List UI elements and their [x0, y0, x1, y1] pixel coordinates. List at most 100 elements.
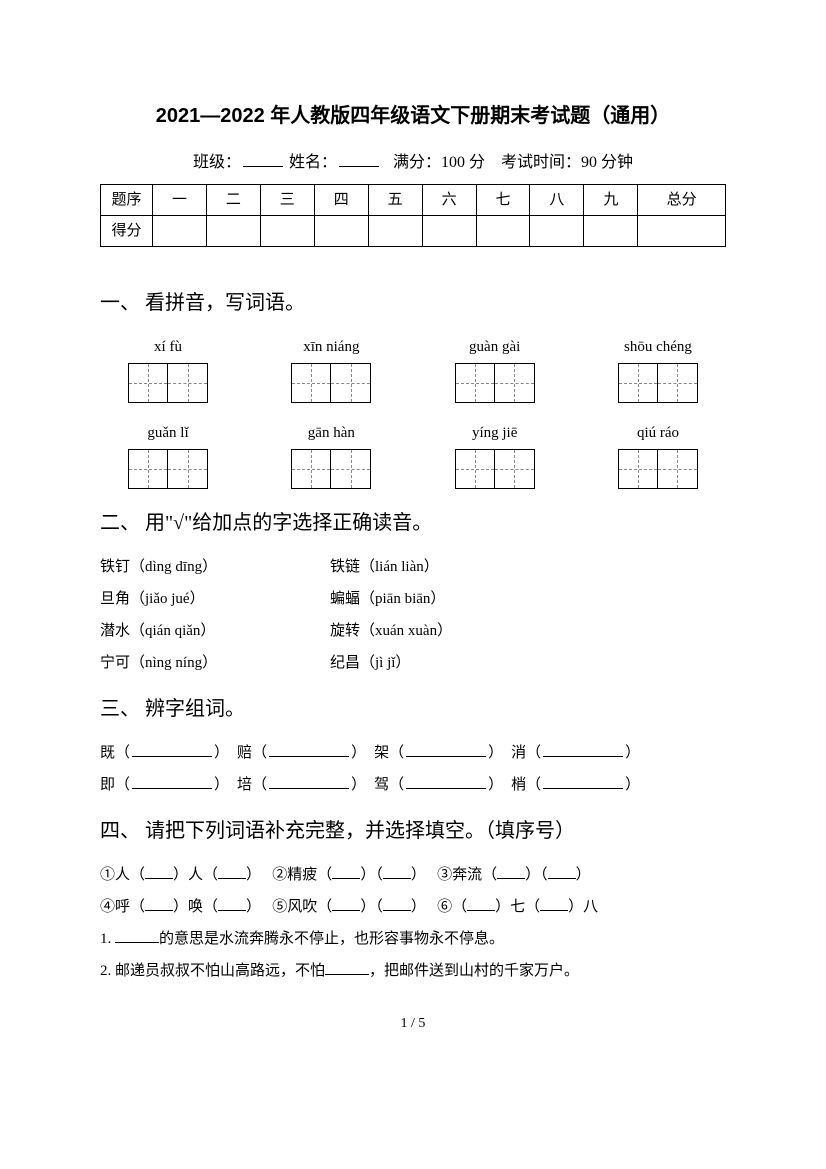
pinyin: gān hàn	[271, 421, 391, 445]
q3-blank[interactable]	[269, 773, 349, 789]
q1-heading: 一、 看拼音，写词语。	[100, 287, 726, 319]
cell: 八	[530, 184, 584, 215]
cell[interactable]	[260, 215, 314, 246]
q3-char: 既	[100, 741, 115, 765]
char-box[interactable]	[291, 363, 331, 403]
table-row: 得分	[101, 215, 726, 246]
blank[interactable]	[115, 929, 159, 943]
blank[interactable]	[383, 865, 411, 879]
cell: 三	[260, 184, 314, 215]
cell[interactable]	[422, 215, 476, 246]
q3-row: 即（） 培（） 驾（） 梢（）	[100, 773, 726, 797]
cell: 六	[422, 184, 476, 215]
blank[interactable]	[332, 897, 360, 911]
q3-char: 培	[237, 773, 252, 797]
q3-char: 赔	[237, 741, 252, 765]
cell: 得分	[101, 215, 153, 246]
q3-char: 消	[511, 741, 526, 765]
time-label: 考试时间：90 分钟	[501, 154, 633, 171]
pinyin: xīn niáng	[271, 335, 391, 359]
q4-line1: ①人（）人（） ②精疲（）（） ③奔流（）（）	[100, 863, 726, 887]
cell[interactable]	[314, 215, 368, 246]
cell: 九	[584, 184, 638, 215]
txt: ）	[246, 899, 261, 915]
blank[interactable]	[145, 897, 173, 911]
q3-blank[interactable]	[406, 773, 486, 789]
blank[interactable]	[218, 897, 246, 911]
q2-item: 宁可（nìng níng）	[100, 651, 330, 675]
char-box[interactable]	[168, 363, 208, 403]
cell: 一	[153, 184, 207, 215]
char-box[interactable]	[331, 449, 371, 489]
txt: ）（	[525, 867, 548, 883]
q3-blank[interactable]	[406, 741, 486, 757]
txt: ⑤风吹（	[272, 899, 332, 915]
cell: 总分	[638, 184, 726, 215]
blank[interactable]	[218, 865, 246, 879]
q4-heading: 四、 请把下列词语补充完整，并选择填空。（填序号）	[100, 815, 726, 847]
q3-blank[interactable]	[269, 741, 349, 757]
q3-char: 即	[100, 773, 115, 797]
txt: ②精疲（	[272, 867, 332, 883]
blank[interactable]	[467, 897, 495, 911]
blank[interactable]	[548, 865, 576, 879]
char-box[interactable]	[455, 449, 495, 489]
cell[interactable]	[206, 215, 260, 246]
cell: 二	[206, 184, 260, 215]
cell[interactable]	[638, 215, 726, 246]
char-box[interactable]	[658, 363, 698, 403]
blank[interactable]	[540, 897, 568, 911]
q3-blank[interactable]	[132, 773, 212, 789]
char-box[interactable]	[331, 363, 371, 403]
q4-line2: ④呼（）唤（） ⑤风吹（）（） ⑥（）七（）八	[100, 895, 726, 919]
cell[interactable]	[368, 215, 422, 246]
class-blank[interactable]	[243, 151, 283, 167]
txt: ）	[411, 899, 426, 915]
char-box[interactable]	[128, 449, 168, 489]
txt: 的意思是水流奔腾永不停止，也形容事物永不停息。	[159, 931, 504, 947]
blank[interactable]	[497, 865, 525, 879]
char-box[interactable]	[658, 449, 698, 489]
cell: 四	[314, 184, 368, 215]
pinyin: xí fù	[108, 335, 228, 359]
txt: ）人（	[173, 867, 218, 883]
page-number: 1 / 5	[100, 1013, 726, 1035]
pinyin-group-1: xí fù xīn niáng guàn gài shōu chéng	[100, 335, 726, 403]
pinyin-group-2: guǎn lǐ gān hàn yíng jiē qiú ráo	[100, 421, 726, 489]
blank[interactable]	[325, 961, 369, 975]
char-box[interactable]	[618, 363, 658, 403]
name-blank[interactable]	[339, 151, 379, 167]
q3-blank[interactable]	[132, 741, 212, 757]
char-box[interactable]	[495, 363, 535, 403]
cell[interactable]	[476, 215, 530, 246]
cell[interactable]	[530, 215, 584, 246]
class-label: 班级：	[193, 154, 241, 171]
char-box[interactable]	[291, 449, 331, 489]
q3-row: 既（） 赔（） 架（） 消（）	[100, 741, 726, 765]
txt: ③奔流（	[437, 867, 497, 883]
char-box[interactable]	[455, 363, 495, 403]
cell[interactable]	[153, 215, 207, 246]
char-box[interactable]	[128, 363, 168, 403]
blank[interactable]	[383, 897, 411, 911]
char-box[interactable]	[495, 449, 535, 489]
q2-item: 旦角（jiǎo jué）	[100, 587, 330, 611]
cell[interactable]	[584, 215, 638, 246]
meta-row: 班级： 姓名： 满分：100 分 考试时间：90 分钟	[100, 150, 726, 176]
name-label: 姓名：	[289, 154, 337, 171]
txt: ）	[246, 867, 261, 883]
blank[interactable]	[332, 865, 360, 879]
q2-heading: 二、 用"√"给加点的字选择正确读音。	[100, 507, 726, 539]
txt: ）唤（	[173, 899, 218, 915]
q3-blank[interactable]	[543, 773, 623, 789]
q3-heading: 三、 辨字组词。	[100, 693, 726, 725]
pinyin: qiú ráo	[598, 421, 718, 445]
char-box[interactable]	[618, 449, 658, 489]
q3-blank[interactable]	[543, 741, 623, 757]
char-box[interactable]	[168, 449, 208, 489]
q2-grid: 铁钉（dìng dīng） 铁链（lián liàn） 旦角（jiǎo jué）…	[100, 555, 726, 675]
blank[interactable]	[145, 865, 173, 879]
pinyin: yíng jiē	[435, 421, 555, 445]
q2-item: 潜水（qián qiǎn）	[100, 619, 330, 643]
txt: ）（	[360, 867, 383, 883]
